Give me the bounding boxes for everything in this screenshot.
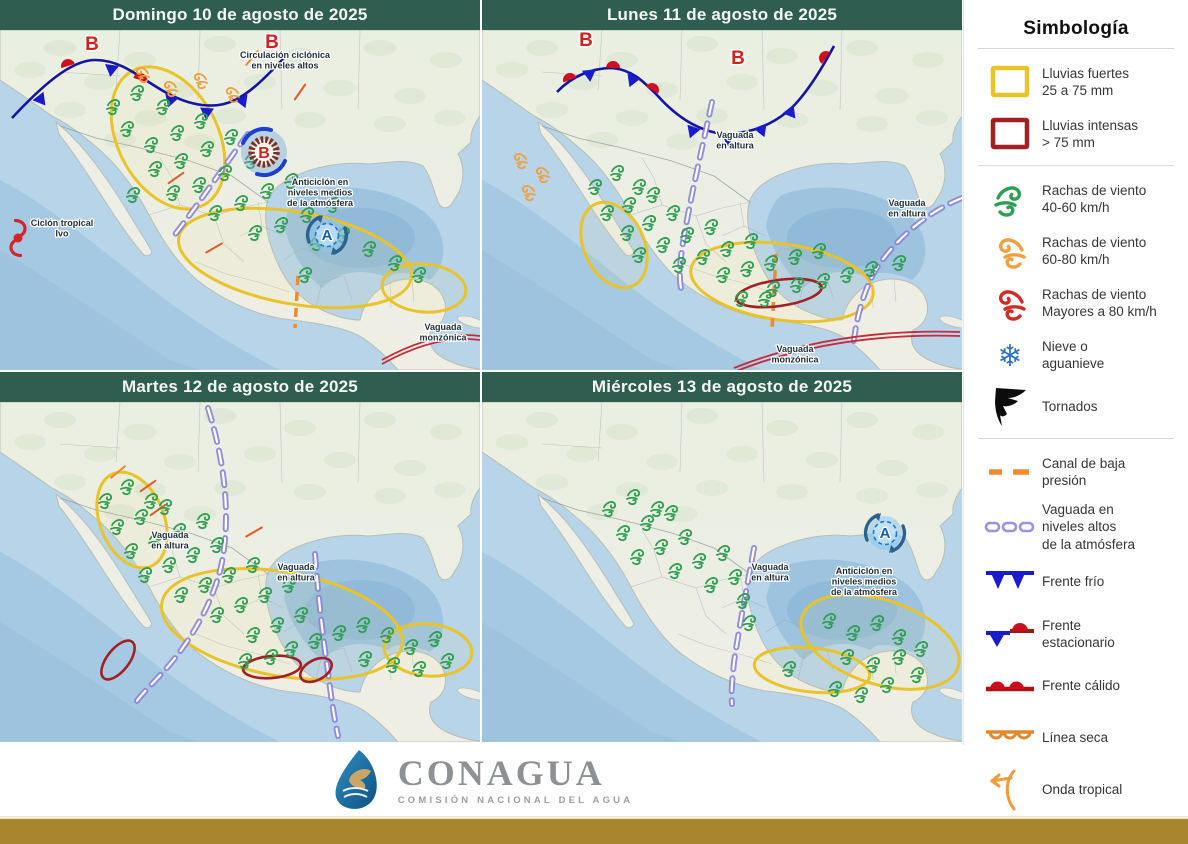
brand-name: CONAGUA (397, 752, 605, 793)
legend-sections: Lluvias fuertes 25 a 75 mm Lluvias inten… (964, 48, 1188, 813)
legend-item-label: Vaguada en niveles altos de la atmósfera (1042, 502, 1136, 552)
legend-item-label: Rachas de viento 60-80 km/h (1042, 234, 1147, 267)
warm-front-icon (978, 663, 1042, 709)
legend-item: Vaguada en niveles altos de la atmósfera (978, 501, 1174, 553)
legend-item-label: Tornados (1042, 399, 1098, 415)
low-channel-icon (978, 449, 1042, 495)
upper-trough-icon (978, 504, 1042, 550)
legend-item: Rachas de viento Mayores a 80 km/h (978, 280, 1174, 326)
legend-item-label: Línea seca (1042, 730, 1109, 746)
cold-front-icon (978, 559, 1042, 605)
legend-item-label: Onda tropical (1042, 782, 1123, 798)
legend-item-label: Rachas de viento Mayores a 80 km/h (1042, 286, 1157, 319)
legend-item-label: Frente estacionario (1042, 617, 1115, 650)
rain-intense-icon (978, 111, 1042, 157)
legend-panel: Simbología Lluvias fuertes 25 a 75 mm Ll… (963, 0, 1188, 811)
legend-section-2: Rachas de viento 40-60 km/h Rachas de vi… (978, 165, 1174, 430)
panel-title-miercoles: Miércoles 13 de agosto de 2025 (482, 372, 962, 402)
tornado-icon (978, 384, 1042, 430)
svg-text:A: A (880, 525, 891, 542)
wind-green-icon (978, 176, 1042, 222)
legend-section-3: Canal de baja presión Vaguada en niveles… (978, 438, 1174, 813)
svg-text:B: B (579, 30, 593, 51)
legend-item-label: Rachas de viento 40-60 km/h (1042, 182, 1147, 215)
panel-title-martes: Martes 12 de agosto de 2025 (0, 372, 480, 402)
legend-item: Canal de baja presión (978, 449, 1174, 495)
legend-item-label: Canal de baja presión (1042, 455, 1126, 488)
legend-item-label: Nieve o aguanieve (1042, 338, 1105, 371)
svg-text:B: B (258, 145, 270, 162)
weather-map-domingo: B A Circulación ciclónica en niveles alto… (0, 30, 480, 370)
legend-item: Rachas de viento 40-60 km/h (978, 176, 1174, 222)
legend-item-label: Lluvias intensas > 75 mm (1042, 117, 1139, 150)
legend-item-label: Frente frío (1042, 574, 1105, 590)
panel-miercoles: Miércoles 13 de agosto de 2025 A (482, 372, 962, 742)
rain-strong-icon (978, 59, 1042, 105)
svg-text:B: B (731, 48, 745, 69)
legend-item: Frente frío (978, 559, 1174, 605)
panel-lunes: Lunes 11 de agosto de 2025 (482, 0, 962, 370)
footer: CONAGUA COMISIÓN NACIONAL DEL AGUA (0, 742, 963, 818)
legend-item: ❄ Nieve o aguanieve (978, 332, 1174, 378)
weather-map-lunes: Vaguada en altura Vaguada en altura Vaguada m… (482, 30, 962, 370)
panel-domingo: Domingo 10 de agosto de 2025 (0, 0, 480, 370)
weather-map-martes: Vaguada en altura Vaguada en altura (0, 402, 480, 742)
legend-section-1: Lluvias fuertes 25 a 75 mm Lluvias inten… (978, 48, 1174, 157)
legend-item: Onda tropical (978, 767, 1174, 813)
stationary-front-icon (978, 611, 1042, 657)
svg-text:A: A (322, 227, 333, 244)
legend-title: Simbología (1023, 18, 1129, 39)
conagua-drop-icon (335, 750, 377, 809)
panel-title-domingo: Domingo 10 de agosto de 2025 (0, 0, 480, 30)
svg-text:B: B (85, 34, 99, 55)
panel-martes: Martes 12 de agosto de 2025 (0, 372, 480, 742)
svg-text:❄: ❄ (997, 340, 1022, 373)
svg-text:B: B (265, 32, 279, 53)
wind-orange-icon (978, 228, 1042, 274)
accent-line (0, 816, 1188, 819)
dry-line-icon (978, 715, 1042, 761)
legend-item: Tornados (978, 384, 1174, 430)
legend-item: Lluvias fuertes 25 a 75 mm (978, 59, 1174, 105)
tropical-wave-icon (978, 767, 1042, 813)
legend-item: Lluvias intensas > 75 mm (978, 111, 1174, 157)
legend-item: Frente estacionario (978, 611, 1174, 657)
weather-map-miercoles: A (482, 402, 962, 742)
brand-subtitle: COMISIÓN NACIONAL DEL AGUA (397, 794, 634, 806)
conagua-logo: CONAGUA COMISIÓN NACIONAL DEL AGUA (330, 749, 634, 811)
legend-item-label: Frente cálido (1042, 678, 1121, 694)
snow-icon: ❄ (978, 332, 1042, 378)
legend-item: Frente cálido (978, 663, 1174, 709)
legend-item: Rachas de viento 60-80 km/h (978, 228, 1174, 274)
wind-red-icon (978, 280, 1042, 326)
legend-item: Línea seca (978, 715, 1174, 761)
accent-bar (0, 819, 1188, 844)
panel-title-lunes: Lunes 11 de agosto de 2025 (482, 0, 962, 30)
legend-item-label: Lluvias fuertes 25 a 75 mm (1042, 65, 1130, 98)
